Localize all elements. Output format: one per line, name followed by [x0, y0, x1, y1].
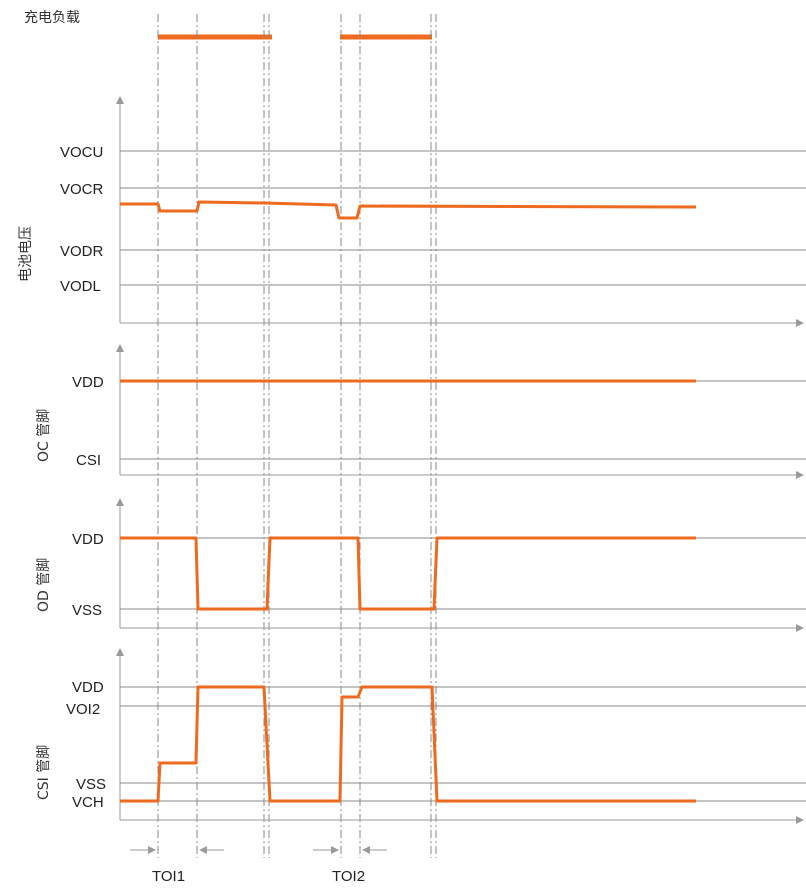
panel-battery: VOCU VOCR VODR VODL 电池电压 [18, 96, 806, 327]
load-title: 充电负载 [24, 10, 80, 26]
level-label-vss: VSS [72, 602, 102, 619]
panel-oc: VDD CSI OC 管脚 [36, 344, 806, 479]
level-label-voi2: VOI2 [66, 701, 100, 718]
y-label-battery: 电池电压 [18, 226, 34, 282]
level-label-vdd: VDD [72, 679, 104, 696]
csi-pin-waveform [120, 685, 696, 803]
level-label-vodr: VODR [60, 243, 104, 260]
level-label-vdd: VDD [72, 374, 104, 391]
y-label-oc: OC 管脚 [36, 409, 52, 462]
level-label-vocr: VOCR [60, 181, 104, 198]
timing-markers: TOI1 TOI2 [130, 846, 387, 885]
level-label-vocu: VOCU [60, 144, 103, 161]
battery-voltage-waveform [120, 200, 697, 220]
level-label-vch: VCH [72, 794, 104, 811]
y-label-csi: CSI 管脚 [36, 745, 52, 800]
time-reference-lines [157, 14, 437, 858]
y-label-od: OD 管脚 [36, 558, 52, 612]
od-pin-waveform [120, 536, 696, 611]
panel-od: VDD VSS OD 管脚 [36, 498, 806, 632]
level-label-csi: CSI [76, 452, 101, 469]
level-label-vss: VSS [76, 776, 106, 793]
panel-csi: VDD VOI2 VSS VCH CSI 管脚 [36, 648, 806, 824]
toi1-label: TOI1 [152, 868, 185, 885]
toi2-label: TOI2 [332, 868, 365, 885]
level-label-vdd: VDD [72, 531, 104, 548]
level-label-vodl: VODL [60, 278, 101, 295]
